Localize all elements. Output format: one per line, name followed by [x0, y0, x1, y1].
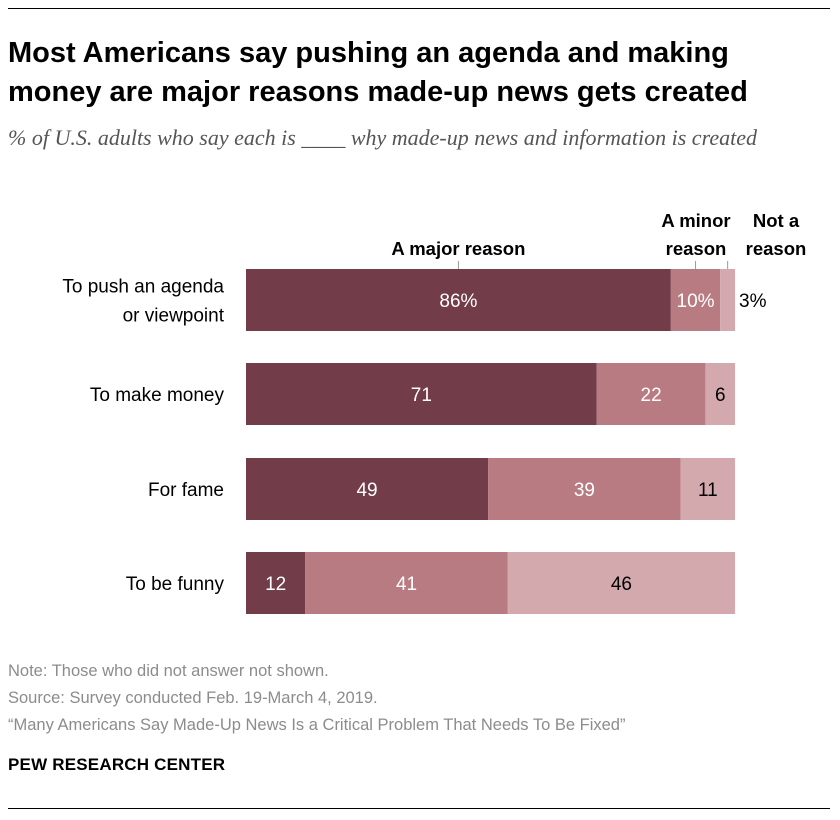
bar-a-minor-reason-to-make-money	[596, 363, 706, 425]
top-rule	[8, 8, 830, 9]
data-label-not-a-reason-to-make-money: 6	[715, 385, 726, 406]
category-label-to-make-money: To make money	[90, 385, 225, 406]
bars: To push an agenda or viewpoint 86% 10% 3% To …	[62, 269, 767, 614]
category-label-for-fame: For fame	[148, 480, 224, 501]
bar-not-a-reason-for-fame	[680, 458, 736, 520]
legend-label-not-a-reason: Not a reason	[746, 210, 807, 259]
data-label-a-minor-reason-to-be-funny: 41	[396, 574, 417, 595]
bar-not-a-reason-to-push-an-agenda-or-viewpoint	[720, 269, 736, 331]
bottom-rule	[8, 808, 830, 809]
chart-subtitle: % of U.S. adults who say each is ____ wh…	[8, 125, 757, 150]
bar-not-a-reason-to-be-funny	[507, 552, 736, 614]
category-label-to-be-funny: To be funny	[126, 574, 225, 595]
legend-label-a-major-reason: A major reason	[391, 238, 525, 259]
bar-a-minor-reason-to-push-an-agenda-or-viewpoint	[670, 269, 721, 331]
brand-name: PEW RESEARCH CENTER	[8, 755, 226, 774]
footer-note: Note: Those who did not answer not shown…	[8, 662, 329, 680]
legend-label-a-minor-reason: A minor reason	[661, 210, 730, 259]
data-label-a-major-reason-for-fame: 49	[356, 480, 377, 501]
data-label-not-a-reason-for-fame: 11	[698, 480, 718, 501]
data-label-a-major-reason-to-be-funny: 12	[265, 574, 286, 595]
bar-not-a-reason-to-make-money	[705, 363, 736, 425]
data-label-a-major-reason-to-make-money: 71	[411, 385, 432, 406]
bar-a-major-reason-to-push-an-agenda-or-viewpoint	[246, 269, 671, 331]
bar-a-major-reason-to-be-funny	[246, 552, 306, 614]
legend: A major reason A minor reason Not a reason	[391, 210, 806, 269]
data-label-not-a-reason-to-be-funny: 46	[611, 574, 632, 595]
footer-source: Source: Survey conducted Feb. 19-March 4…	[8, 689, 378, 707]
footer-report-title: “Many Americans Say Made-Up News Is a Cr…	[8, 716, 626, 734]
bar-a-major-reason-for-fame	[246, 458, 489, 520]
data-label-a-major-reason-to-push-an-agenda-or-viewpoint: 86%	[439, 291, 477, 312]
data-label-a-minor-reason-to-push-an-agenda-or-viewpoint: 10%	[677, 291, 715, 312]
stacked-bar-chart: A major reason A minor reason Not a reason T…	[62, 210, 806, 614]
bar-a-minor-reason-for-fame	[488, 458, 681, 520]
data-label-a-minor-reason-to-make-money: 22	[641, 385, 662, 406]
category-label-to-push-an-agenda-or-viewpoint: To push an agenda or viewpoint	[62, 277, 224, 327]
bar-a-major-reason-to-make-money	[246, 363, 597, 425]
chart-title: Most Americans say pushing an agenda and…	[8, 37, 748, 108]
data-label-not-a-reason-to-push-an-agenda-or-viewpoint: 3%	[739, 291, 767, 312]
data-label-a-minor-reason-for-fame: 39	[574, 480, 595, 501]
bar-a-minor-reason-to-be-funny	[305, 552, 508, 614]
